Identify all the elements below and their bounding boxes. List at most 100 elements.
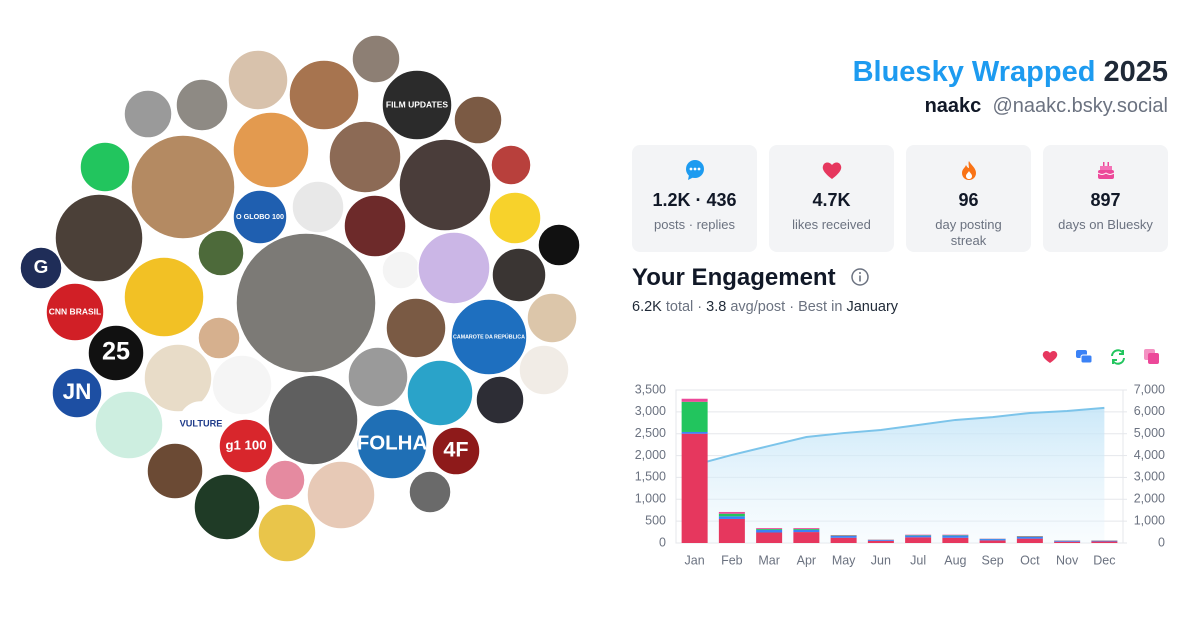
summary-part: 6.2K [632,299,662,315]
avatar-logo: G [34,257,49,278]
y2-tick-label: 1,000 [1134,513,1165,527]
avatar [385,297,447,359]
stat-label: likes received [792,217,871,232]
avatar [235,232,377,374]
avatar [175,78,229,132]
bar-segment [942,535,969,538]
line [694,406,1105,466]
avatar-logo: O GLOBO 100 [236,212,284,221]
y2-tick-label: 7,000 [1134,382,1165,396]
bar-segment [793,529,820,533]
x-tick-label: Jun [871,553,891,567]
y-tick-label: 1,000 [635,492,666,506]
avatar [123,89,173,139]
stat-value: 96 [958,190,979,210]
avatar [197,229,245,277]
x-tick-label: Oct [1020,553,1040,567]
avatar [193,473,261,541]
legend-icon [1148,353,1159,364]
bar-segment [681,401,708,432]
avatar [450,298,528,376]
bar-segment [867,539,894,541]
title: Bluesky Wrapped 2025 [853,56,1168,89]
avatar-logo: VULTURE [180,418,223,428]
bar-segment [905,535,932,538]
stat-value: 1.2K · 436 [652,190,737,210]
avatar [406,359,474,427]
stat-card: 96 day posting streak [906,145,1031,252]
legend-item[interactable] [1111,349,1125,365]
avatar-cloud: FILM UPDATES O GLOBO 100 G CNN BRASIL CAMARO… [19,34,581,563]
y2-tick-label: 2,000 [1134,492,1165,506]
stat-label: posts · replies [654,217,735,232]
summary: 6.2K total · 3.8 avg/post · Best in Janu… [632,299,898,315]
avatar-logo: CNN BRASIL [49,306,101,316]
bar-segment [681,398,708,402]
y-tick-label: 1,500 [635,470,666,484]
bar-segment [867,540,894,543]
avatar [232,189,288,245]
avatar [227,49,289,111]
avatar [351,34,401,84]
x-tick-label: May [832,553,856,567]
info-icon[interactable] [850,267,870,287]
avatar [257,503,317,563]
section-title: Your Engagement [632,264,870,292]
y-tick-label: 2,000 [635,448,666,462]
avatar [526,292,578,344]
stat-value: 897 [1090,190,1121,210]
y-tick-label: 0 [659,535,666,549]
avatar [417,231,491,305]
bar-segment [830,536,857,538]
legend-icon [1042,350,1058,363]
bar-segment [756,529,783,533]
avatar [232,111,310,189]
avatar [343,194,407,258]
title-year: 2025 [1103,56,1168,88]
x-tick-label: Jan [685,553,705,567]
avatar [453,95,503,145]
legend-item[interactable] [1042,350,1058,363]
x-tick-label: Nov [1056,553,1079,567]
x-tick-label: Dec [1093,553,1115,567]
y2-tick-label: 0 [1158,535,1165,549]
x-tick-label: Apr [797,553,816,567]
stat-card: 1.2K · 436 posts · replies [632,145,757,252]
x-tick-label: Jul [910,553,926,567]
stat-value: 4.7K [812,190,851,210]
bar-segment [756,528,783,530]
avatar [211,354,273,416]
icon [822,162,841,179]
y-tick-label: 3,000 [635,404,666,418]
bar-segment [1016,538,1043,543]
bar-segment [942,537,969,543]
avatar [490,144,532,186]
avatar [381,69,453,141]
y-tick-label: 3,500 [635,382,666,396]
legend-item[interactable] [1144,349,1159,364]
title-text: Bluesky Wrapped [852,56,1096,88]
bar-segment [1054,541,1081,543]
legend-icon [1080,354,1093,364]
stat-card: 4.7K likes received [769,145,894,252]
avatar [306,460,376,530]
avatar [87,324,145,382]
avatar [398,138,492,232]
avatar [518,344,570,396]
avatar [178,401,224,447]
avatar [381,250,421,290]
avatar [45,282,105,342]
user-handle: @naakc.bsky.social [992,95,1168,117]
avatar [218,418,274,474]
user-name: naakc [924,95,982,117]
user: naakc @naakc.bsky.social [925,95,1168,118]
legend-item[interactable] [1076,350,1093,364]
avatar [197,316,241,360]
avatar [537,223,581,267]
bar-segment [793,529,820,530]
summary-part: total · [661,299,707,315]
bar-segment [718,516,745,519]
y2-tick-label: 3,000 [1134,470,1165,484]
y2-tick-label: 5,000 [1134,426,1165,440]
